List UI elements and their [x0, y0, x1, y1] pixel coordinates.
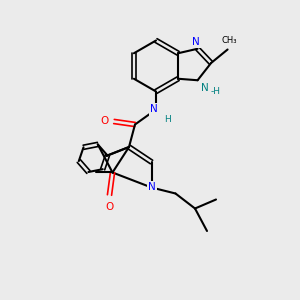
Text: H: H [164, 115, 171, 124]
Text: N: N [201, 83, 208, 93]
Text: O: O [100, 116, 109, 127]
Text: CH₃: CH₃ [221, 36, 237, 45]
Text: N: N [192, 37, 200, 47]
Text: N: N [150, 104, 158, 115]
Text: N: N [148, 182, 156, 193]
Text: O: O [105, 202, 114, 212]
Text: -H: -H [210, 87, 220, 96]
